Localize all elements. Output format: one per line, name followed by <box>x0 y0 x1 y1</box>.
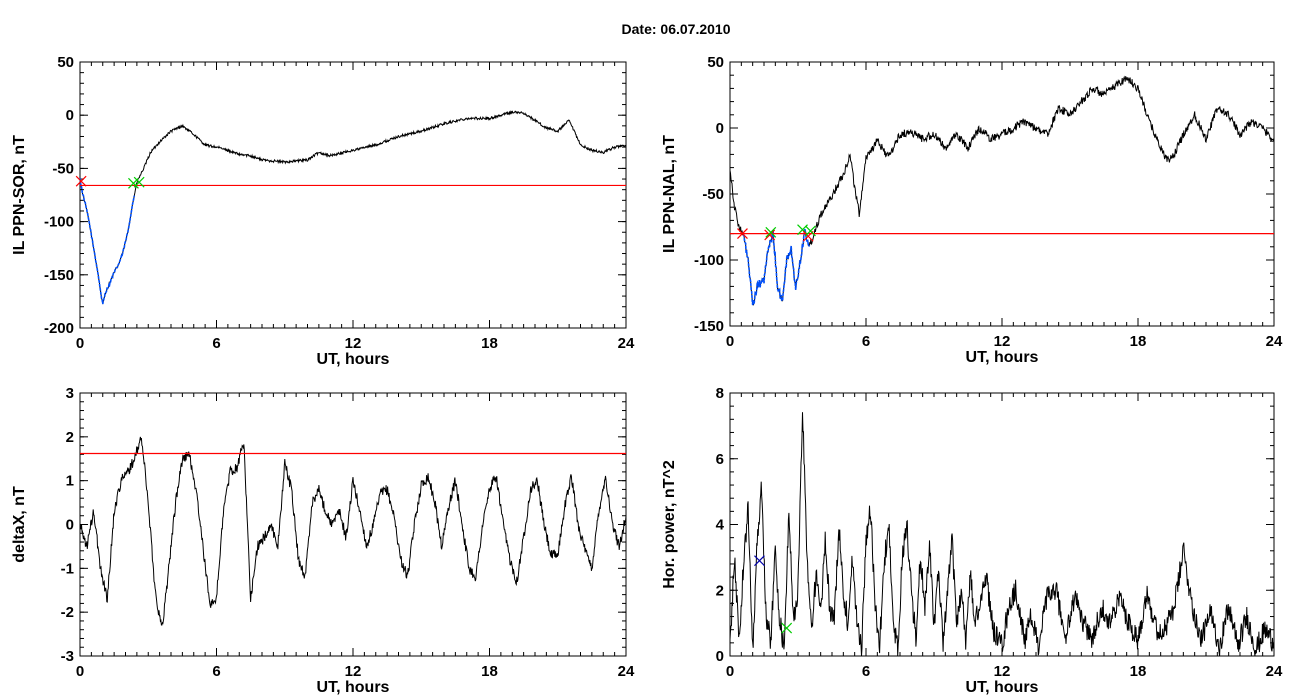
x-tick-label: 6 <box>212 335 220 352</box>
data-series-line <box>79 436 627 626</box>
chart-panel-il-nal: 0 6 12 18 24 -150 -100 -50 0 50 UT, hours IL PPN-NA… <box>661 54 1283 366</box>
plot-frame <box>79 61 627 329</box>
x-tick-label: 18 <box>481 663 498 680</box>
x-axis-label: UT, hours <box>966 349 1039 366</box>
event-marker <box>805 225 816 237</box>
y-tick-label: -200 <box>44 320 74 337</box>
data-series-line <box>729 412 1275 657</box>
marker-stroke <box>802 230 814 242</box>
y-tick-label: -50 <box>52 160 74 177</box>
x-tick-label: 24 <box>618 663 635 680</box>
x-tick-label: 0 <box>726 333 734 350</box>
x-tick-label: 0 <box>726 663 734 680</box>
figure-title: Date: 06.07.2010 <box>622 21 731 37</box>
x-tick-label: 6 <box>862 663 870 680</box>
x-tick-label: 18 <box>1130 333 1147 350</box>
y-tick-label: 50 <box>57 54 74 71</box>
y-tick-label: -3 <box>61 648 74 665</box>
y-tick-label: -100 <box>44 214 74 231</box>
y-tick-label: 6 <box>716 451 724 468</box>
x-tick-label: 24 <box>618 335 635 352</box>
event-marker <box>737 228 748 240</box>
y-tick-label: 2 <box>66 429 74 446</box>
marker-stroke <box>133 176 145 188</box>
y-tick-label: 3 <box>66 385 74 402</box>
x-tick-label: 6 <box>862 333 870 350</box>
marker-stroke <box>781 622 793 634</box>
x-axis-label: UT, hours <box>317 351 390 368</box>
y-tick-label: 2 <box>716 582 724 599</box>
y-tick-label: 0 <box>716 120 724 137</box>
y-axis-label: deltaX, nT <box>11 486 28 563</box>
chart-panel-il-sor: 0 6 12 18 24 -200 -150 -100 -50 0 50 UT, hours IL PP… <box>11 54 635 368</box>
y-tick-label: 8 <box>716 385 724 402</box>
y-tick-label: -150 <box>694 318 724 335</box>
marker-stroke <box>754 555 765 567</box>
y-tick-label: 0 <box>66 517 74 534</box>
event-marker <box>75 175 87 187</box>
event-marker <box>133 176 145 188</box>
y-tick-label: 4 <box>716 517 725 534</box>
y-tick-label: -100 <box>694 252 724 269</box>
y-tick-label: 1 <box>66 473 74 490</box>
y-tick-label: 50 <box>707 54 724 71</box>
marker-stroke <box>737 228 748 240</box>
event-highlight-line <box>79 178 136 305</box>
plot-frame <box>729 61 1275 327</box>
y-axis-label: IL PPN-SOR, nT <box>11 135 28 255</box>
x-tick-label: 0 <box>76 663 84 680</box>
data-series-line <box>79 110 627 305</box>
y-tick-label: -2 <box>61 604 74 621</box>
x-tick-label: 24 <box>1266 333 1283 350</box>
x-tick-label: 24 <box>1266 663 1283 680</box>
y-axis-label: IL PPN-NAL, nT <box>661 135 678 253</box>
x-tick-label: 12 <box>994 663 1011 680</box>
y-tick-label: 0 <box>716 648 724 665</box>
data-series-line <box>729 75 1275 307</box>
marker-stroke <box>765 226 777 238</box>
event-marker <box>764 229 776 241</box>
y-tick-label: -50 <box>702 186 724 203</box>
y-tick-label: 0 <box>66 107 74 124</box>
event-marker <box>781 622 793 634</box>
marker-stroke <box>805 225 816 237</box>
marker-stroke <box>75 175 87 187</box>
x-tick-label: 18 <box>481 335 498 352</box>
y-tick-label: -1 <box>61 560 74 577</box>
y-axis-label: Hor. power, nT^2 <box>661 460 678 589</box>
x-tick-label: 12 <box>345 663 362 680</box>
x-axis-label: UT, hours <box>317 679 390 696</box>
event-marker <box>802 230 814 242</box>
x-tick-label: 18 <box>1130 663 1147 680</box>
x-tick-label: 6 <box>212 663 220 680</box>
event-marker <box>765 226 777 238</box>
y-tick-label: -150 <box>44 267 74 284</box>
x-axis-label: UT, hours <box>966 679 1039 696</box>
x-tick-label: 0 <box>76 335 84 352</box>
x-tick-label: 12 <box>345 335 362 352</box>
marker-stroke <box>764 229 776 241</box>
x-tick-label: 12 <box>994 333 1011 350</box>
event-highlight-line <box>742 228 811 308</box>
event-marker <box>754 555 765 567</box>
